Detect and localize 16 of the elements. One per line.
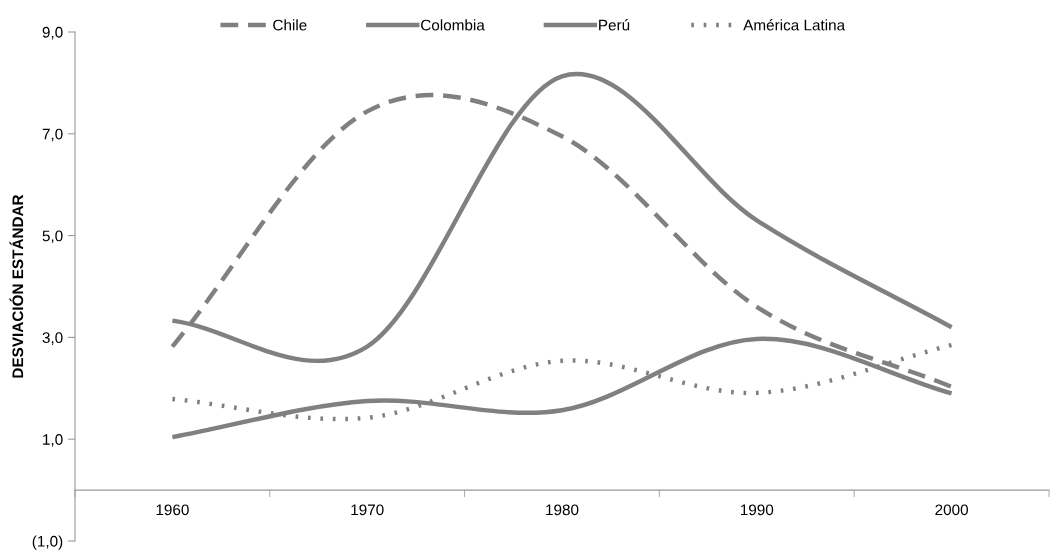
legend-label: Perú xyxy=(599,19,630,31)
x-tick-label: 2000 xyxy=(935,504,968,516)
y-tick-label: 9,0 xyxy=(42,26,63,40)
x-tick-label: 1960 xyxy=(156,504,189,516)
x-tick-label: 1990 xyxy=(740,504,774,516)
x-tick-label: 1980 xyxy=(546,504,579,516)
y-tick-label: 1,0 xyxy=(43,434,63,447)
y-tick-label: 7,0 xyxy=(42,128,63,142)
y-tick-label: 3,0 xyxy=(42,332,63,345)
y-tick-label: (1,0) xyxy=(32,535,63,550)
legend-label: Colombia xyxy=(421,19,485,31)
y-axis-title: DESVIACIÓN ESTÁNDAR xyxy=(9,194,24,378)
x-tick-label: 1970 xyxy=(351,504,384,516)
y-tick-label: 5,0 xyxy=(42,230,63,244)
legend-label: América Latina xyxy=(743,19,846,31)
legend-label: Chile xyxy=(273,19,307,31)
